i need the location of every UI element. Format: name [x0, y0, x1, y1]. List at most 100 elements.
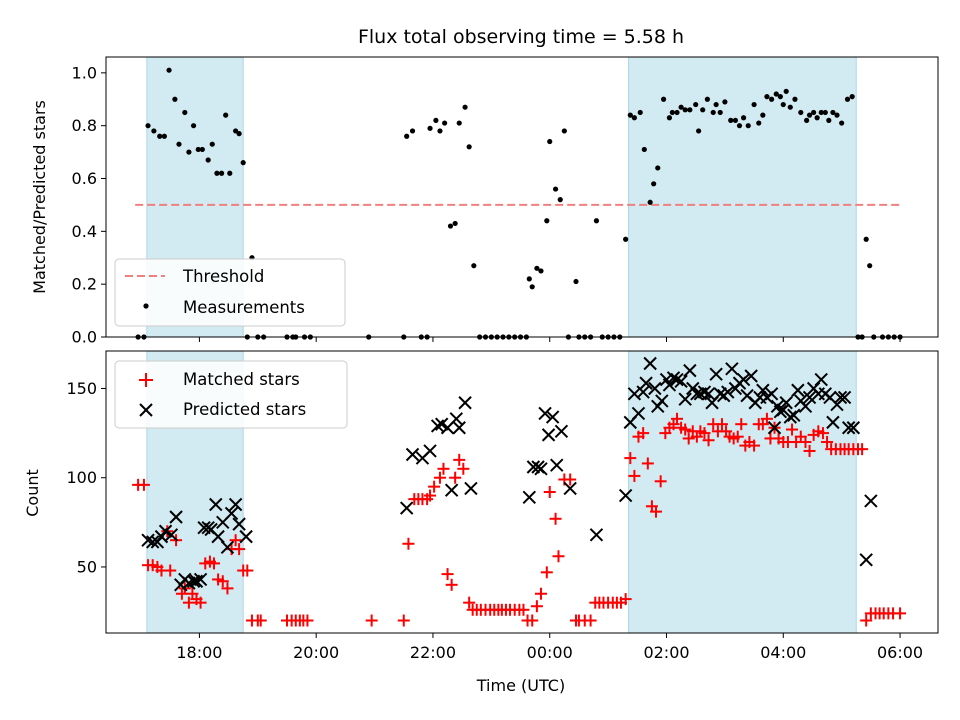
- predicted-point: [662, 378, 677, 392]
- top-legend-box: [114, 258, 346, 327]
- measurement-point: [806, 112, 813, 118]
- predicted-point: [563, 481, 577, 496]
- measurement-point: [166, 67, 172, 73]
- legend-measurements-swatch: [143, 303, 149, 309]
- measurement-point: [534, 265, 540, 271]
- bottom-shaded-interval: [628, 350, 857, 634]
- matched-point: [628, 469, 641, 482]
- top-plot-frame: [105, 56, 939, 338]
- measurement-point: [462, 104, 468, 110]
- predicted-point: [697, 385, 712, 399]
- matched-point: [137, 478, 150, 491]
- measurement-point: [780, 101, 786, 108]
- matched-point: [735, 418, 748, 431]
- measurement-point: [804, 117, 810, 123]
- predicted-point: [550, 458, 564, 472]
- measurement-point: [433, 117, 439, 123]
- matched-point: [540, 566, 553, 579]
- matched-point: [441, 568, 454, 581]
- predicted-point: [220, 540, 235, 555]
- measurement-point: [713, 101, 719, 108]
- matched-point: [449, 471, 462, 484]
- matched-point: [397, 614, 410, 627]
- matched-point: [619, 593, 632, 606]
- matched-point: [534, 587, 547, 600]
- x-axis-label: Time (UTC): [476, 676, 565, 695]
- measurement-point: [544, 218, 550, 224]
- measurement-point: [756, 120, 762, 126]
- predicted-point: [736, 372, 751, 387]
- predicted-point: [826, 415, 840, 430]
- predicted-point: [636, 385, 650, 399]
- matched-point: [233, 543, 246, 556]
- measurement-point: [647, 199, 653, 205]
- measurement-point: [849, 94, 855, 100]
- predicted-point: [522, 490, 537, 505]
- x-tick-label: 00:00: [527, 643, 573, 662]
- matched-point: [584, 614, 597, 627]
- top-panel: 0.0 0.2 0.4 0.6 0.8 1.0 Matched/Predicted sta…: [30, 56, 939, 347]
- legend-matched-swatch: [139, 373, 153, 387]
- measurement-point: [561, 128, 567, 134]
- predicted-point: [787, 408, 801, 422]
- measurement-point: [176, 141, 182, 147]
- bottom-legend-box: [114, 360, 348, 429]
- predicted-point: [618, 488, 633, 503]
- measurement-point: [161, 133, 167, 139]
- measurement-point: [687, 107, 693, 113]
- y-tick-label: 0.6: [72, 169, 97, 188]
- measurement-point: [186, 149, 192, 155]
- matched-point: [453, 453, 466, 466]
- measurement-point: [471, 263, 477, 269]
- y-tick-label: 0.8: [72, 116, 97, 135]
- measurement-point: [818, 109, 824, 116]
- matched-point: [698, 427, 711, 440]
- measurement-point: [830, 109, 836, 116]
- predicted-point: [709, 367, 723, 381]
- predicted-point: [802, 390, 817, 405]
- measurement-point: [773, 91, 779, 97]
- measurement-point: [214, 170, 220, 176]
- measurement-point: [700, 107, 706, 113]
- measurement-point: [783, 88, 789, 94]
- matched-point: [894, 607, 907, 620]
- legend-matched-label: Matched stars: [183, 370, 300, 389]
- matched-point: [517, 603, 530, 616]
- predicted-point: [449, 412, 464, 426]
- matched-point: [748, 439, 761, 452]
- measurement-point: [427, 125, 433, 131]
- measurement-point: [732, 117, 739, 123]
- x-tick-label: 18:00: [176, 643, 222, 662]
- measurement-point: [456, 120, 462, 126]
- predicted-point: [721, 385, 735, 399]
- measurement-point: [404, 133, 410, 139]
- predicted-point: [643, 356, 657, 371]
- matched-point: [241, 564, 254, 577]
- matched-point: [816, 427, 829, 440]
- predicted-point: [791, 383, 805, 397]
- predicted-point: [670, 372, 684, 387]
- measurement-point: [792, 96, 798, 102]
- measurement-point: [437, 128, 443, 134]
- measurement-point: [704, 96, 710, 102]
- matched-point: [530, 600, 543, 613]
- matched-point: [671, 412, 684, 425]
- measurement-point: [822, 109, 828, 116]
- matched-point: [182, 596, 195, 609]
- predicted-point: [648, 381, 662, 396]
- legend-predicted-swatch: [139, 403, 153, 417]
- predicted-point: [655, 394, 669, 408]
- matched-point: [463, 596, 476, 609]
- predicted-point: [666, 371, 681, 385]
- predicted-point: [405, 447, 420, 462]
- predicted-point: [169, 510, 183, 524]
- predicted-point: [164, 528, 179, 542]
- measurement-point: [552, 186, 559, 192]
- predicted-point: [678, 392, 692, 406]
- measurement-point: [223, 112, 229, 118]
- measurement-point: [740, 115, 747, 121]
- predicted-point: [864, 494, 878, 508]
- measurement-point: [452, 220, 458, 227]
- measurement-point: [199, 146, 205, 153]
- measurement-point: [736, 123, 743, 129]
